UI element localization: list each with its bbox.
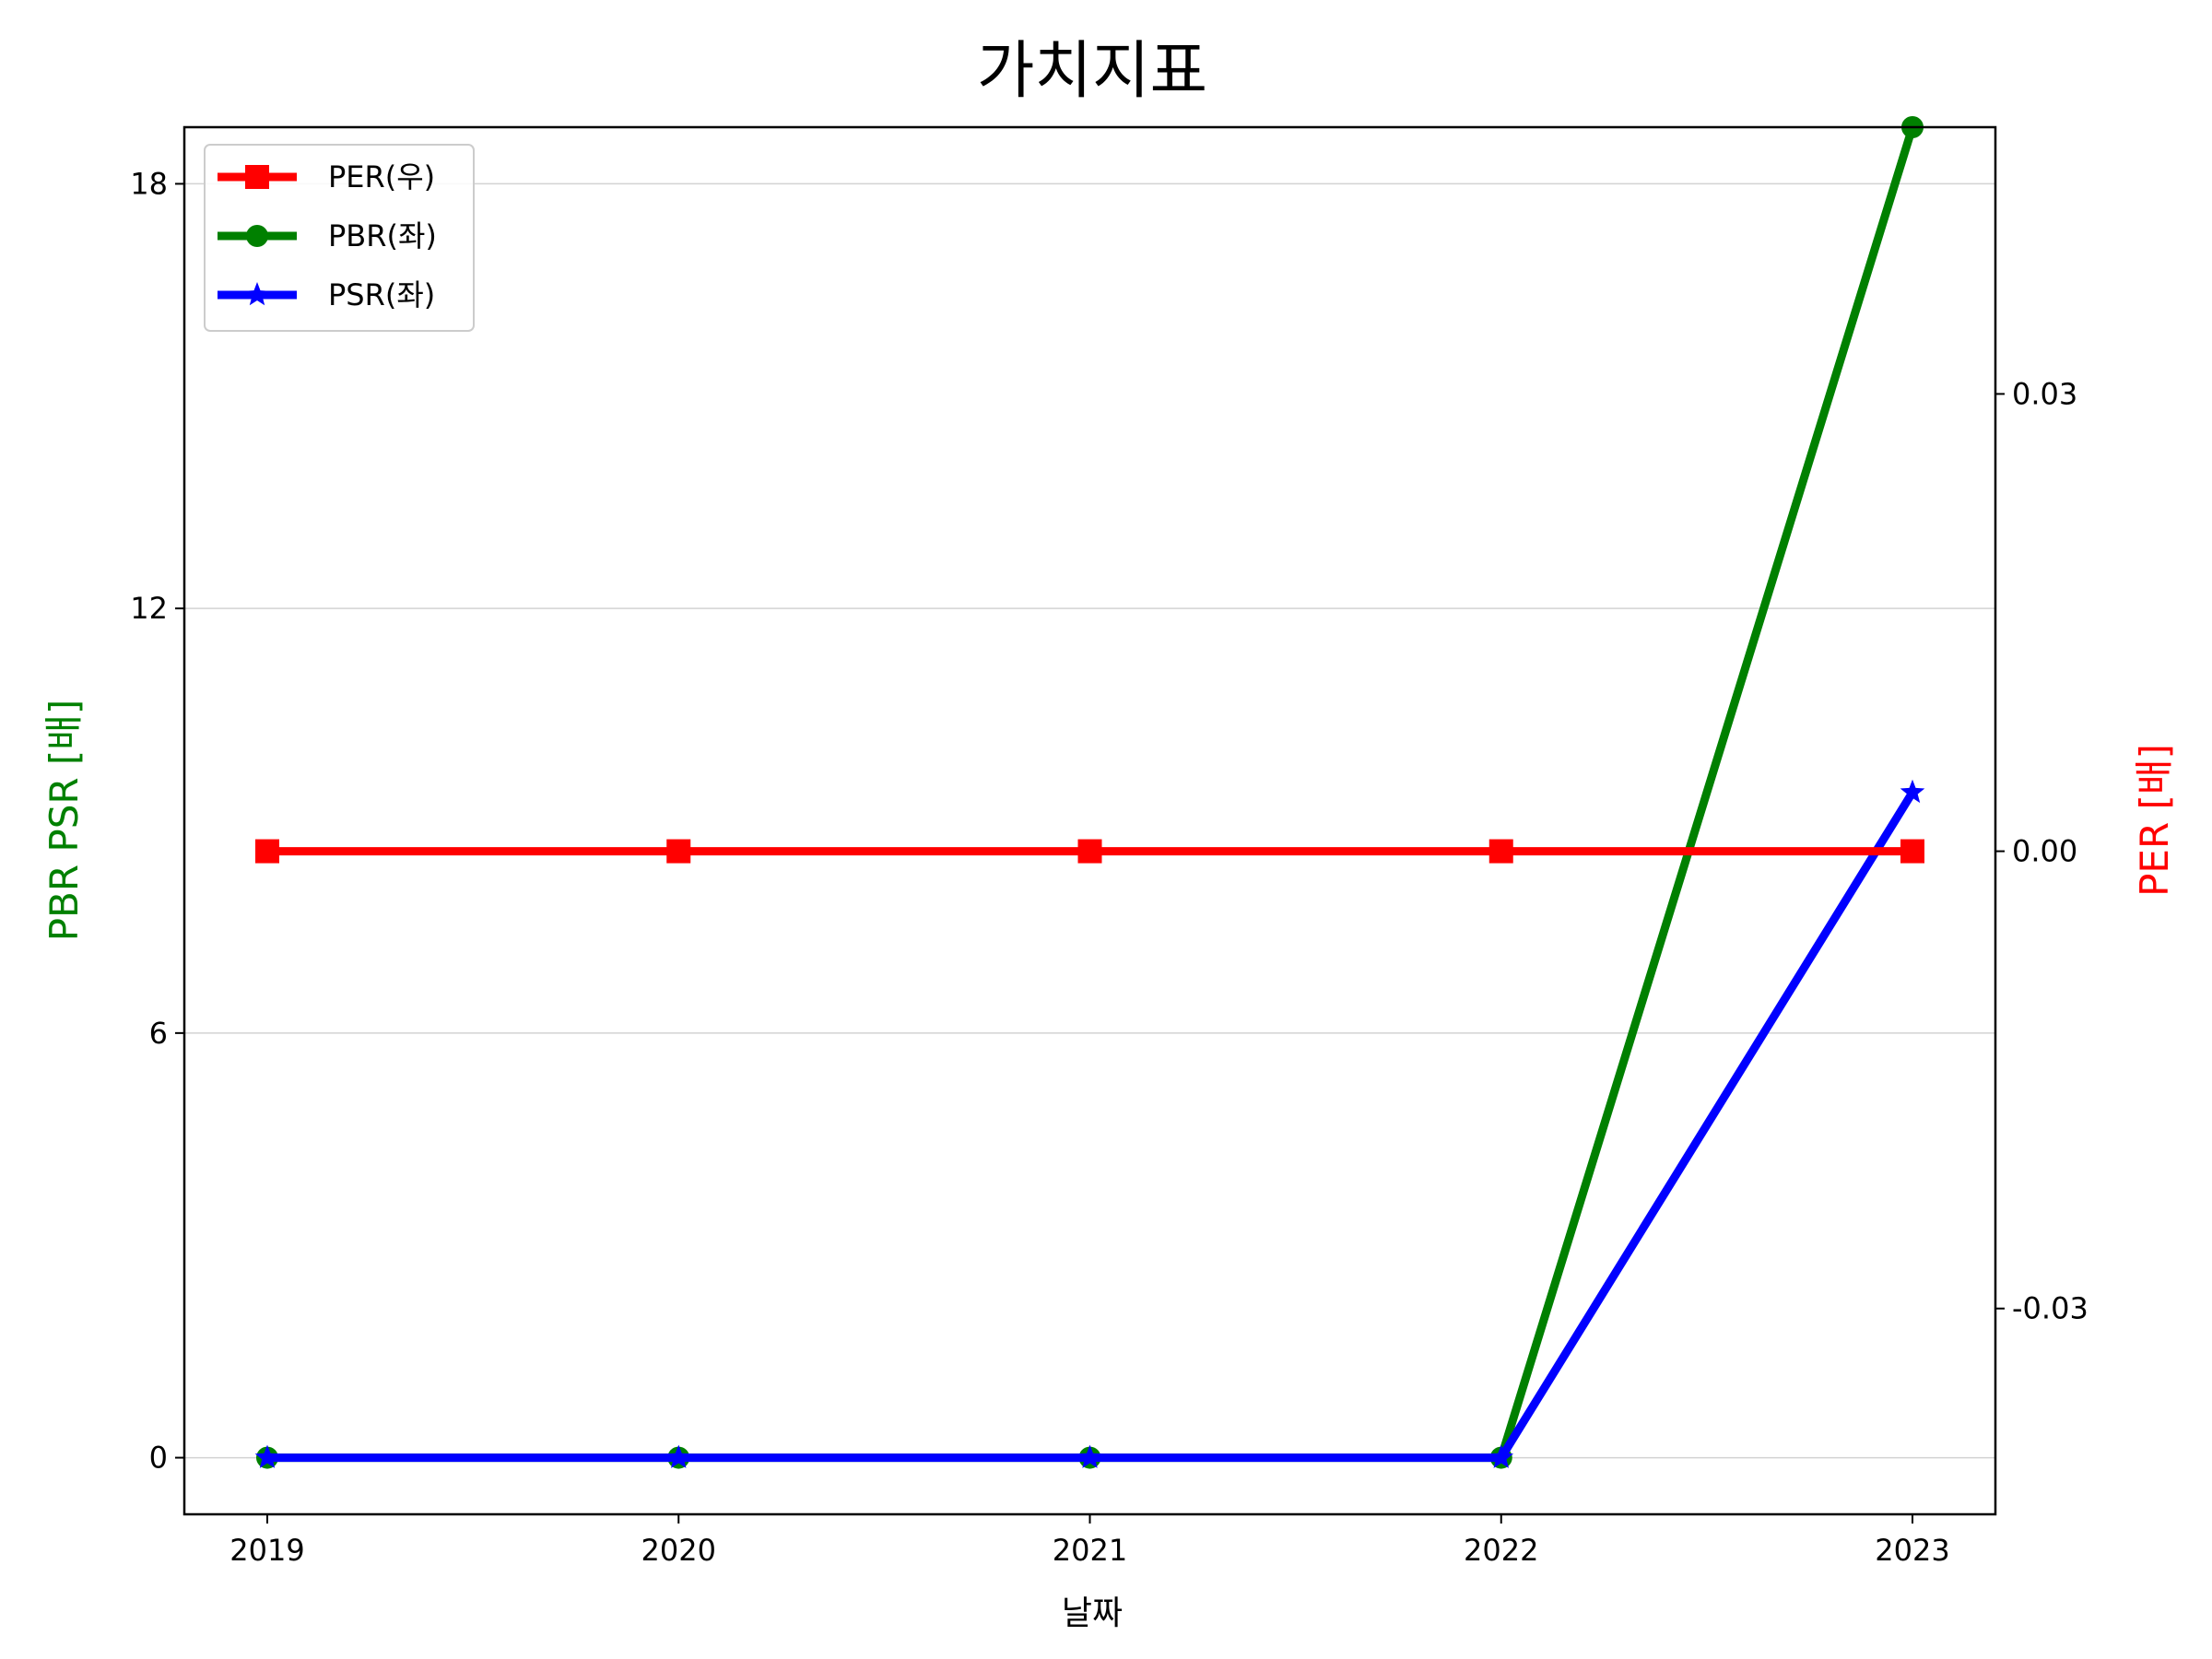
left-tick-label: 0	[149, 1441, 168, 1476]
psr-point	[1488, 1444, 1514, 1468]
psr-point	[254, 1444, 280, 1468]
legend-pbr-label: PBR(좌)	[328, 218, 437, 253]
per-series	[255, 839, 1924, 864]
left-tick-label: 6	[149, 1016, 168, 1051]
left-axis-label: PBR PSR [배]	[41, 700, 87, 942]
series-layer	[254, 116, 1925, 1469]
x-tick-label: 2021	[1053, 1533, 1127, 1568]
legend-per-marker	[245, 165, 269, 189]
right-axis-label: PER [배]	[2132, 744, 2177, 897]
pbr-line	[267, 125, 1917, 1463]
right-tick-label: 0.03	[2012, 376, 2077, 411]
x-tick-label: 2020	[641, 1533, 716, 1568]
right-axis: -0.03 0.00 0.03	[1995, 376, 2088, 1326]
x-axis-label: 날짜	[1062, 1594, 1123, 1632]
psr-series	[254, 779, 1925, 1468]
psr-point	[1077, 1444, 1102, 1468]
left-tick-label: 12	[130, 591, 168, 626]
x-tick-label: 2019	[229, 1533, 304, 1568]
plot-frame	[182, 125, 1997, 1516]
x-tick-label: 2023	[1875, 1533, 1949, 1568]
psr-point	[1900, 779, 1925, 804]
legend: PER(우) PBR(좌) PSR(좌)	[204, 144, 475, 332]
psr-point	[665, 1444, 691, 1468]
x-tick-label: 2022	[1464, 1533, 1538, 1568]
gridlines	[184, 182, 1995, 1459]
left-tick-label: 18	[130, 166, 168, 201]
chart-title: 가치지표	[977, 35, 1207, 108]
per-point	[666, 839, 691, 864]
psr-line	[267, 790, 1916, 1463]
left-axis: 0 6 12 18	[130, 166, 184, 1476]
per-point	[1077, 839, 1102, 864]
legend-per-label: PER(우)	[328, 159, 435, 194]
legend-psr-marker	[244, 282, 270, 306]
legend-pbr-marker	[246, 225, 268, 247]
pbr-series	[256, 116, 1924, 1469]
right-tick-label: -0.03	[2012, 1291, 2088, 1326]
legend-psr-label: PSR(좌)	[328, 277, 435, 312]
legend-box	[204, 144, 475, 332]
x-axis: 2019 2020 2021 2022 2023	[229, 1514, 1950, 1568]
per-point	[1488, 839, 1513, 864]
right-tick-label: 0.00	[2012, 834, 2077, 869]
per-point	[1900, 839, 1924, 864]
per-point	[255, 839, 279, 864]
